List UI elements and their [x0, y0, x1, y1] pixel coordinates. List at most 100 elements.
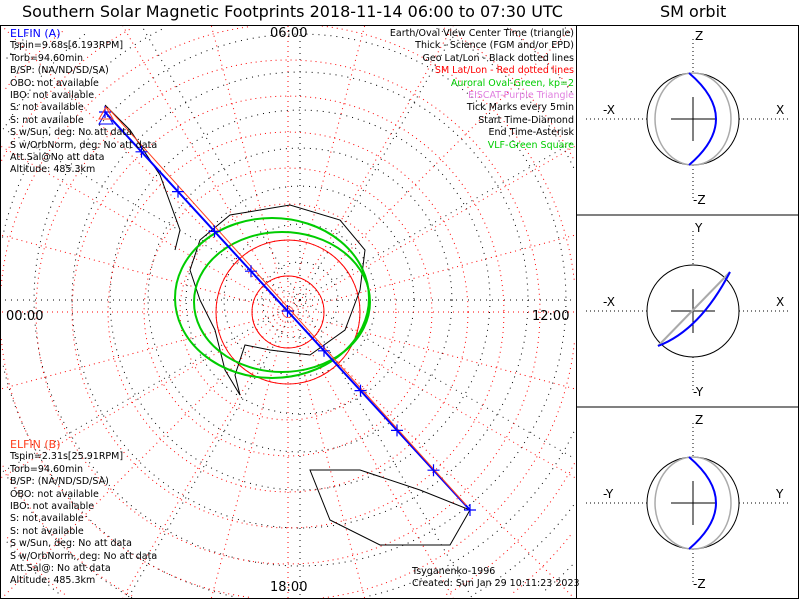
elfin-b-start-triangle [98, 106, 114, 120]
created-timestamp: Created: Sun Jan 29 10:11:23 2023 [412, 578, 580, 589]
elfin-b-info: ELFIN (B) Tspin=2.31s[25.91RPM] Torb=94.6… [10, 438, 158, 588]
sm-latitude-line [143, 167, 433, 457]
elfin-a-info: ELFIN (A) Tspin=9.68s[6.193RPM] Torb=94.6… [10, 27, 158, 177]
orbit-axis-left: -X [603, 103, 615, 117]
sm-longitude-line [122, 25, 289, 313]
geo-latitude-line [109, 109, 491, 491]
orbit-path-back [654, 456, 732, 550]
sm-longitude-line [0, 145, 289, 313]
elfin-b-line: S: not available [10, 525, 84, 537]
tick-mark [281, 305, 294, 317]
elfin-b-line: Altitude: 485.3km [10, 575, 96, 587]
antarctica-outline [189, 204, 366, 396]
orbit-axis-right: X [776, 295, 785, 309]
sm-latitude-line [179, 203, 397, 421]
orbit-border [576, 25, 799, 599]
orbit-axis-bottom: -Z [693, 577, 706, 591]
geo-longitude-line [299, 299, 576, 460]
orbit-axis-top: Z [695, 29, 704, 43]
sm-circle [215, 239, 361, 385]
orbit-axis-left: -X [603, 295, 615, 309]
orbit-path [688, 456, 717, 550]
elfin-a-line: OBO: not available [10, 77, 99, 89]
legend-item: Thick - Science (FGM and/or EPD) [415, 40, 574, 52]
sm-longitude-line [287, 25, 454, 313]
elfin-b-line: S: not available [10, 513, 84, 525]
sm-longitude-line [287, 145, 576, 313]
orbit-axes [671, 481, 715, 525]
elfin-a-line: IBO: not available [10, 90, 95, 102]
time-label-right: 12:00 [532, 309, 570, 324]
geo-longitude-line [299, 140, 576, 301]
elfin-a-line: Torb=94.60min [10, 52, 84, 64]
elfin-b-line: Torb=94.60min [10, 463, 84, 475]
orbit-path-back [657, 271, 731, 347]
legend-item: VLF-Green Square [487, 139, 574, 151]
elfin-b-line: IBO: not available [10, 501, 95, 513]
orbit-axis-left: -Y [603, 487, 614, 501]
south-america-outline [104, 104, 181, 251]
elfin-b-name: ELFIN (B) [10, 438, 61, 451]
orbit-axis-top: Z [695, 413, 704, 427]
elfin-b-line: B/SP: (NA/ND/SD/SA) [10, 476, 109, 488]
legend-item: Tick Marks every 5min [466, 102, 574, 114]
elfin-b-line: S w/OrbNorm, deg: No att data [10, 550, 158, 562]
elfin-a-line: S w/OrbNorm, deg: No att data [10, 139, 158, 151]
legend-item: Geo Lat/Lon - Black dotted lines [422, 52, 574, 64]
tick-mark [245, 265, 257, 278]
geo-longitude-line [141, 25, 301, 301]
sm-longitude-line [287, 311, 454, 599]
elfin-b-line: OBO: not available [10, 488, 99, 500]
tick-mark [427, 464, 440, 477]
model-credit: Tsyganenko-1996 [412, 566, 496, 577]
sm-longitude-line [287, 311, 576, 479]
orbit-title: SM orbit [660, 2, 727, 21]
legend-item: Start Time-Diamond [478, 114, 574, 126]
tick-mark [208, 225, 221, 238]
tick-mark [391, 424, 403, 437]
elfin-a-line: S w/Sun, deg: No att data [10, 127, 132, 139]
tick-mark [464, 504, 476, 516]
orbit-path [688, 72, 717, 166]
time-label-top: 06:00 [270, 26, 308, 41]
elfin-a-line: Altitude: 485.3km [10, 164, 96, 176]
geo-latitude-line [261, 261, 339, 339]
elfin-b-line: Att.Sal@: No att data [10, 563, 111, 575]
legend-item: Auroral Oval-Green, kp=2 [450, 77, 574, 89]
tick-mark [172, 185, 184, 198]
orbit-axis-bottom: -Z [693, 193, 706, 207]
orbit-axes [671, 97, 715, 141]
geo-latitude-line [33, 33, 567, 567]
page-title: Southern Solar Magnetic Footprints 2018-… [22, 2, 563, 21]
tick-mark [135, 145, 148, 158]
legend-item: SM Lat/Lon - Red dotted lines [434, 65, 574, 77]
sm-inner-circle [251, 275, 325, 349]
time-label-bottom: 18:00 [270, 580, 308, 595]
elfin-b-line: S w/Sun, deg: No att data [10, 538, 132, 550]
orbit-path [657, 271, 731, 347]
orbit-axis-right: X [776, 103, 785, 117]
elfin-a-line: Att.Sal@No att data [10, 152, 105, 164]
elfin-a-line: S: not available [10, 102, 84, 114]
elfin-a-line: Tspin=9.68s[6.193RPM] [10, 40, 124, 52]
elfin-a-name: ELFIN (A) [10, 27, 61, 40]
sm-longitude-line [122, 311, 289, 599]
legend: Earth/Oval View Center Time (triangle) Th… [390, 28, 574, 152]
legend-item: End Time-Asterisk [488, 127, 574, 139]
elfin-a-start-triangle [98, 111, 114, 125]
tick-mark [354, 384, 367, 397]
orbit-path-back [654, 72, 732, 166]
orbit-axis-bottom: -Y [693, 385, 704, 399]
geo-latitude-line [6, 27, 573, 594]
auroral-oval-inner [193, 231, 371, 373]
geo-longitude-line [299, 299, 473, 599]
orbit-axis-right: Y [776, 487, 784, 501]
sm-longitude-line [287, 234, 576, 313]
sm-longitude-line [0, 234, 289, 313]
sm-longitude-line [0, 311, 289, 479]
sm-longitude-line [287, 25, 366, 313]
tick-mark [318, 344, 330, 357]
orbit-axis-top: Y [695, 221, 703, 235]
legend-item: Earth/Oval View Center Time (triangle) [389, 28, 574, 39]
